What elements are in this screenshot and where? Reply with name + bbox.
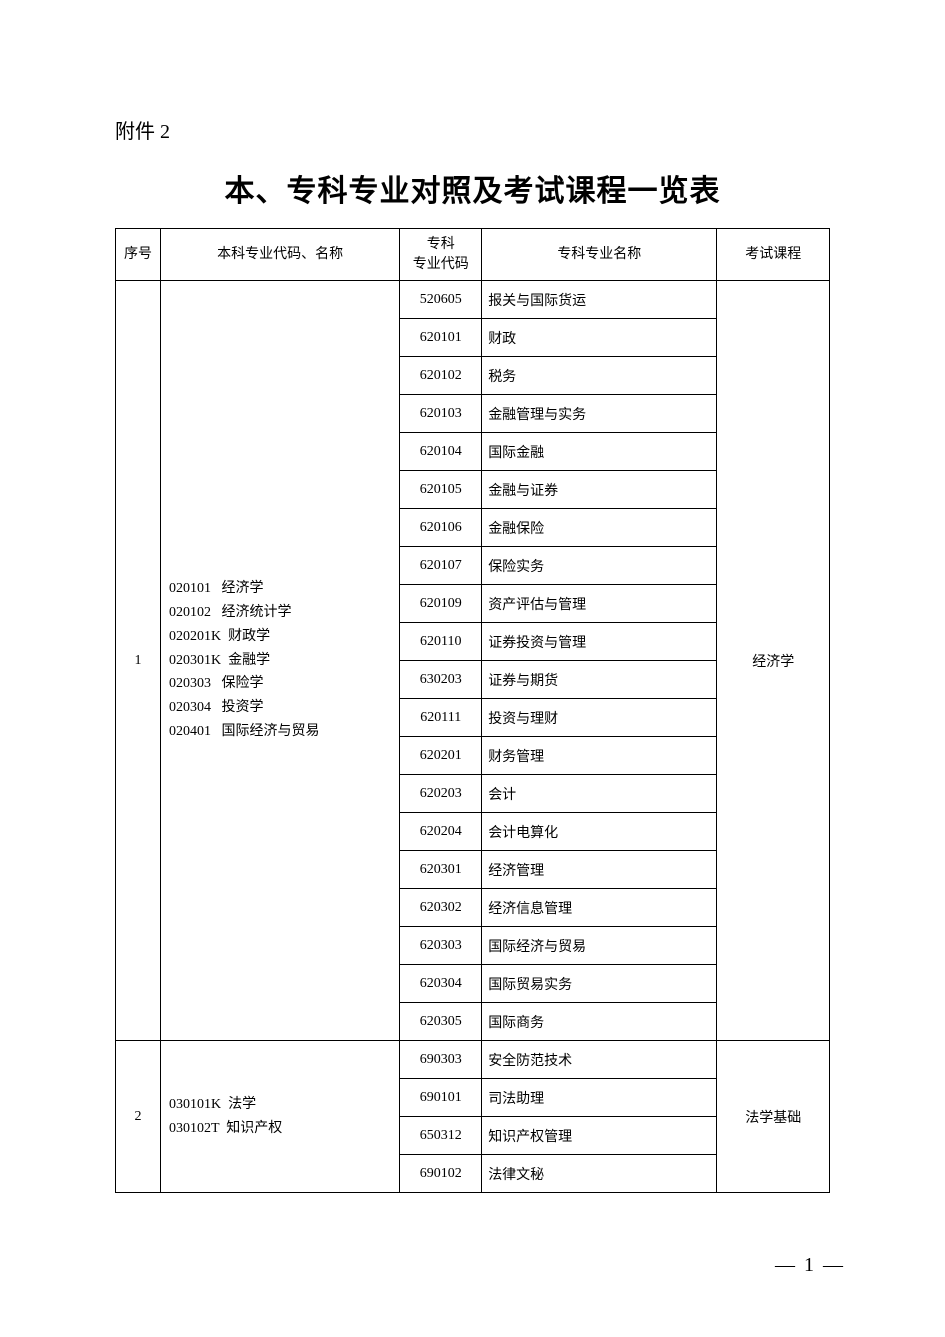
bk-entry: 030101K 法学 bbox=[169, 1093, 391, 1117]
zkcode-cell: 520605 bbox=[400, 281, 482, 319]
bk-entry: 020101 经济学 bbox=[169, 577, 391, 601]
course-cell: 经济学 bbox=[717, 281, 830, 1041]
zkname-cell: 国际贸易实务 bbox=[482, 965, 717, 1003]
zkname-cell: 金融保险 bbox=[482, 509, 717, 547]
zkcode-cell: 620109 bbox=[400, 585, 482, 623]
bk-entry: 020102 经济统计学 bbox=[169, 601, 391, 625]
bk-entry: 020304 投资学 bbox=[169, 696, 391, 720]
zkcode-cell: 620107 bbox=[400, 547, 482, 585]
zkcode-cell: 650312 bbox=[400, 1117, 482, 1155]
zkname-cell: 国际商务 bbox=[482, 1003, 717, 1041]
bk-cell: 020101 经济学020102 经济统计学020201K 财政学020301K… bbox=[161, 281, 400, 1041]
zkname-cell: 司法助理 bbox=[482, 1079, 717, 1117]
zkname-cell: 法律文秘 bbox=[482, 1155, 717, 1193]
zkname-cell: 保险实务 bbox=[482, 547, 717, 585]
zkcode-cell: 620102 bbox=[400, 357, 482, 395]
zkcode-cell: 620111 bbox=[400, 699, 482, 737]
bk-entry: 020301K 金融学 bbox=[169, 649, 391, 673]
zkname-cell: 国际经济与贸易 bbox=[482, 927, 717, 965]
header-bk: 本科专业代码、名称 bbox=[161, 229, 400, 281]
zkcode-cell: 620110 bbox=[400, 623, 482, 661]
table-row: 2030101K 法学030102T 知识产权690303安全防范技术法学基础 bbox=[116, 1041, 830, 1079]
zkcode-cell: 620106 bbox=[400, 509, 482, 547]
zkcode-cell: 620301 bbox=[400, 851, 482, 889]
zkname-cell: 资产评估与管理 bbox=[482, 585, 717, 623]
zkname-cell: 经济信息管理 bbox=[482, 889, 717, 927]
zkname-cell: 报关与国际货运 bbox=[482, 281, 717, 319]
zkname-cell: 税务 bbox=[482, 357, 717, 395]
zkname-cell: 投资与理财 bbox=[482, 699, 717, 737]
zkname-cell: 知识产权管理 bbox=[482, 1117, 717, 1155]
zkname-cell: 金融与证券 bbox=[482, 471, 717, 509]
zkcode-cell: 620204 bbox=[400, 813, 482, 851]
zkcode-cell: 620201 bbox=[400, 737, 482, 775]
zkname-cell: 财政 bbox=[482, 319, 717, 357]
zkcode-cell: 620305 bbox=[400, 1003, 482, 1041]
zkname-cell: 财务管理 bbox=[482, 737, 717, 775]
bk-entry: 020401 国际经济与贸易 bbox=[169, 720, 391, 744]
bk-entry: 020201K 财政学 bbox=[169, 625, 391, 649]
zkcode-cell: 620302 bbox=[400, 889, 482, 927]
zkcode-cell: 630203 bbox=[400, 661, 482, 699]
header-zkcode: 专科 专业代码 bbox=[400, 229, 482, 281]
zkname-cell: 经济管理 bbox=[482, 851, 717, 889]
table-row: 1020101 经济学020102 经济统计学020201K 财政学020301… bbox=[116, 281, 830, 319]
zkcode-cell: 620103 bbox=[400, 395, 482, 433]
zkcode-cell: 620203 bbox=[400, 775, 482, 813]
zkname-cell: 金融管理与实务 bbox=[482, 395, 717, 433]
zkcode-cell: 690101 bbox=[400, 1079, 482, 1117]
zkname-cell: 证券投资与管理 bbox=[482, 623, 717, 661]
seq-cell: 2 bbox=[116, 1041, 161, 1193]
comparison-table: 序号 本科专业代码、名称 专科 专业代码 专科专业名称 考试课程 1020101… bbox=[115, 228, 830, 1193]
bk-cell: 030101K 法学030102T 知识产权 bbox=[161, 1041, 400, 1193]
header-course: 考试课程 bbox=[717, 229, 830, 281]
header-seq: 序号 bbox=[116, 229, 161, 281]
zkname-cell: 国际金融 bbox=[482, 433, 717, 471]
page-title: 本、专科专业对照及考试课程一览表 bbox=[115, 166, 830, 210]
zkcode-cell: 620104 bbox=[400, 433, 482, 471]
zkname-cell: 安全防范技术 bbox=[482, 1041, 717, 1079]
header-zkname: 专科专业名称 bbox=[482, 229, 717, 281]
course-cell: 法学基础 bbox=[717, 1041, 830, 1193]
zkcode-cell: 690102 bbox=[400, 1155, 482, 1193]
table-header-row: 序号 本科专业代码、名称 专科 专业代码 专科专业名称 考试课程 bbox=[116, 229, 830, 281]
zkname-cell: 会计 bbox=[482, 775, 717, 813]
page-number: — 1 — bbox=[775, 1254, 845, 1277]
bk-entry: 030102T 知识产权 bbox=[169, 1117, 391, 1141]
seq-cell: 1 bbox=[116, 281, 161, 1041]
zkcode-cell: 690303 bbox=[400, 1041, 482, 1079]
zkcode-cell: 620101 bbox=[400, 319, 482, 357]
zkname-cell: 会计电算化 bbox=[482, 813, 717, 851]
zkcode-cell: 620304 bbox=[400, 965, 482, 1003]
zkname-cell: 证券与期货 bbox=[482, 661, 717, 699]
zkcode-cell: 620303 bbox=[400, 927, 482, 965]
zkcode-cell: 620105 bbox=[400, 471, 482, 509]
bk-entry: 020303 保险学 bbox=[169, 672, 391, 696]
attachment-label: 附件 2 bbox=[115, 115, 830, 144]
